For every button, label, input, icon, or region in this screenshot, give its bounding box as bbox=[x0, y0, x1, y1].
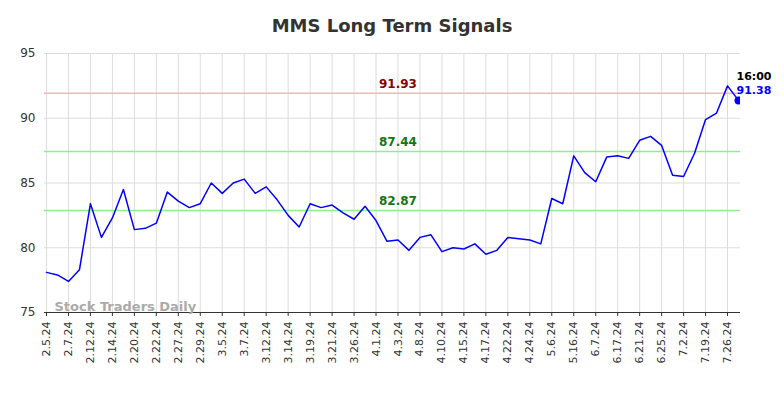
svg-text:7.26.24: 7.26.24 bbox=[721, 322, 734, 364]
html-text:MMS Long Term Signals: MMS Long Term Signals bbox=[271, 15, 513, 36]
svg-text:2.29.24: 2.29.24 bbox=[194, 322, 207, 364]
svg-text:7.19.24: 7.19.24 bbox=[699, 322, 712, 364]
svg-text:4.24.24: 4.24.24 bbox=[523, 322, 536, 364]
svg-text:80: 80 bbox=[20, 241, 35, 255]
svg-text:91.38: 91.38 bbox=[737, 84, 772, 97]
svg-text:16:00: 16:00 bbox=[737, 70, 772, 83]
svg-text:3.12.24: 3.12.24 bbox=[260, 322, 273, 364]
svg-text:87.44: 87.44 bbox=[379, 135, 417, 149]
svg-text:6.25.24: 6.25.24 bbox=[655, 322, 668, 364]
svg-text:75: 75 bbox=[20, 305, 35, 319]
svg-text:4.17.24: 4.17.24 bbox=[479, 322, 492, 364]
svg-text:2.5.24: 2.5.24 bbox=[40, 322, 53, 357]
svg-text:90: 90 bbox=[20, 111, 35, 125]
svg-text:5.6.24: 5.6.24 bbox=[545, 322, 558, 357]
svg-text:2.14.24: 2.14.24 bbox=[106, 322, 119, 364]
svg-text:6.21.24: 6.21.24 bbox=[633, 322, 646, 364]
svg-text:Stock Traders Daily: Stock Traders Daily bbox=[55, 299, 197, 314]
svg-text:3.19.24: 3.19.24 bbox=[304, 322, 317, 364]
svg-text:3.26.24: 3.26.24 bbox=[348, 322, 361, 364]
svg-text:2.12.24: 2.12.24 bbox=[84, 322, 97, 364]
svg-text:5.16.24: 5.16.24 bbox=[567, 322, 580, 364]
svg-text:3.21.24: 3.21.24 bbox=[326, 322, 339, 364]
svg-text:3.5.24: 3.5.24 bbox=[216, 322, 229, 357]
svg-text:6.7.24: 6.7.24 bbox=[589, 322, 602, 357]
svg-text:7.2.24: 7.2.24 bbox=[677, 322, 690, 357]
svg-text:4.10.24: 4.10.24 bbox=[435, 322, 448, 364]
svg-text:4.8.24: 4.8.24 bbox=[413, 322, 426, 357]
svg-text:2.20.24: 2.20.24 bbox=[128, 322, 141, 364]
svg-text:95: 95 bbox=[20, 46, 35, 60]
svg-text:82.87: 82.87 bbox=[379, 194, 417, 208]
svg-text:3.14.24: 3.14.24 bbox=[282, 322, 295, 364]
svg-text:6.17.24: 6.17.24 bbox=[611, 322, 624, 364]
svg-text:4.15.24: 4.15.24 bbox=[457, 322, 470, 364]
svg-text:4.3.24: 4.3.24 bbox=[392, 322, 405, 357]
svg-text:2.7.24: 2.7.24 bbox=[62, 322, 75, 357]
svg-text:4.22.24: 4.22.24 bbox=[501, 322, 514, 364]
svg-text:85: 85 bbox=[20, 176, 35, 190]
svg-text:2.27.24: 2.27.24 bbox=[172, 322, 185, 364]
svg-text:4.1.24: 4.1.24 bbox=[370, 322, 383, 357]
svg-text:3.7.24: 3.7.24 bbox=[238, 322, 251, 357]
svg-text:2.22.24: 2.22.24 bbox=[150, 322, 163, 364]
svg-text:91.93: 91.93 bbox=[379, 77, 417, 91]
